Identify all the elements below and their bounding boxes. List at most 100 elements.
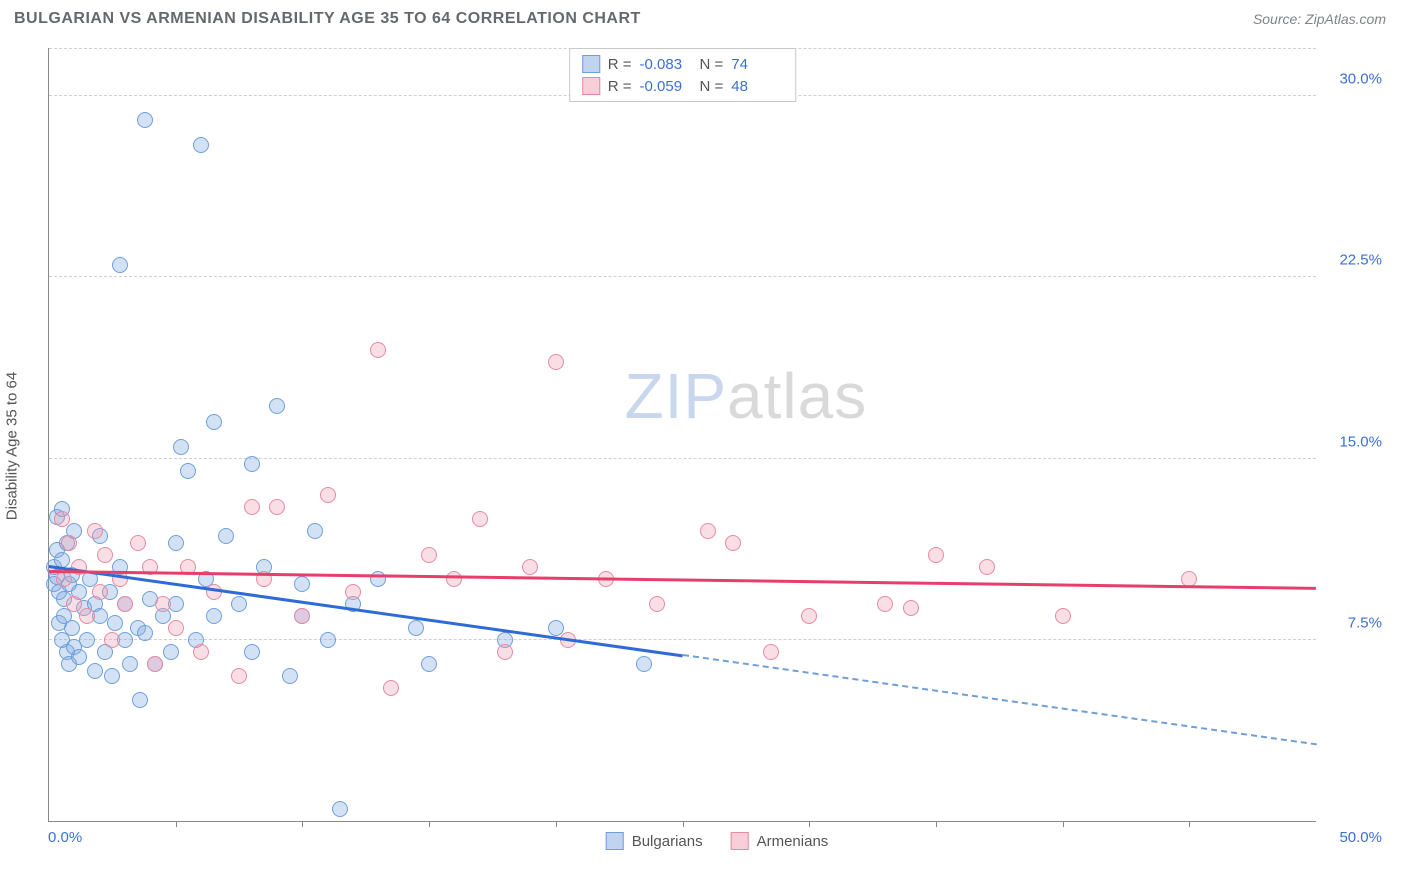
data-point [725, 535, 741, 551]
data-point [92, 584, 108, 600]
data-point [168, 620, 184, 636]
data-point [332, 801, 348, 817]
trend-line-extrapolated [682, 654, 1316, 745]
data-point [548, 354, 564, 370]
data-point [168, 535, 184, 551]
watermark-atlas: atlas [727, 360, 867, 432]
data-point [763, 644, 779, 660]
chart-container: ZIPatlas R = -0.083 N = 74 R = -0.059 N … [48, 48, 1386, 852]
x-tick [302, 821, 303, 827]
data-point [79, 608, 95, 624]
legend-item-armenians: Armenians [731, 832, 829, 850]
x-tick [429, 821, 430, 827]
legend-item-bulgarians: Bulgarians [606, 832, 703, 850]
plot-area: ZIPatlas R = -0.083 N = 74 R = -0.059 N … [48, 48, 1316, 822]
data-point [269, 398, 285, 414]
data-point [87, 663, 103, 679]
data-point [61, 535, 77, 551]
data-point [97, 547, 113, 563]
y-tick-label: 15.0% [1322, 433, 1382, 450]
data-point [979, 559, 995, 575]
data-point [180, 463, 196, 479]
data-point [155, 596, 171, 612]
data-point [71, 649, 87, 665]
data-point [700, 523, 716, 539]
data-point [877, 596, 893, 612]
data-point [56, 571, 72, 587]
source-attribution: Source: ZipAtlas.com [1253, 11, 1386, 27]
x-tick [556, 821, 557, 827]
data-point [928, 547, 944, 563]
data-point [147, 656, 163, 672]
legend-label: Bulgarians [632, 833, 703, 850]
data-point [79, 632, 95, 648]
data-point [320, 632, 336, 648]
stat-r-value-1: -0.059 [640, 78, 692, 95]
data-point [137, 112, 153, 128]
data-point [193, 644, 209, 660]
swatch-armenians [582, 77, 600, 95]
data-point [801, 608, 817, 624]
data-point [244, 644, 260, 660]
swatch-bulgarians [606, 832, 624, 850]
data-point [112, 257, 128, 273]
y-axis-label: Disability Age 35 to 64 [4, 372, 21, 520]
data-point [269, 499, 285, 515]
header: BULGARIAN VS ARMENIAN DISABILITY AGE 35 … [0, 0, 1406, 36]
data-point [370, 342, 386, 358]
data-point [548, 620, 564, 636]
data-point [231, 596, 247, 612]
stat-r-value-0: -0.083 [640, 56, 692, 73]
x-tick [1189, 821, 1190, 827]
legend-stats-box: R = -0.083 N = 74 R = -0.059 N = 48 [569, 48, 797, 102]
watermark: ZIPatlas [624, 359, 867, 433]
data-point [122, 656, 138, 672]
data-point [636, 656, 652, 672]
data-point [446, 571, 462, 587]
legend-stats-row: R = -0.083 N = 74 [582, 53, 784, 75]
swatch-bulgarians [582, 55, 600, 73]
data-point [408, 620, 424, 636]
data-point [64, 620, 80, 636]
chart-title: BULGARIAN VS ARMENIAN DISABILITY AGE 35 … [14, 10, 641, 28]
y-tick-label: 7.5% [1322, 614, 1382, 631]
stat-r-label: R = [608, 56, 632, 73]
x-tick [936, 821, 937, 827]
data-point [1055, 608, 1071, 624]
data-point [130, 535, 146, 551]
trend-line [49, 570, 1316, 589]
data-point [206, 414, 222, 430]
x-axis-max-label: 50.0% [1339, 829, 1382, 846]
y-tick-label: 22.5% [1322, 252, 1382, 269]
data-point [497, 644, 513, 660]
stat-n-label: N = [700, 56, 724, 73]
data-point [307, 523, 323, 539]
stat-n-value-0: 74 [731, 56, 783, 73]
gridline [49, 639, 1316, 640]
data-point [421, 547, 437, 563]
swatch-armenians [731, 832, 749, 850]
data-point [104, 632, 120, 648]
data-point [87, 523, 103, 539]
data-point [649, 596, 665, 612]
data-point [345, 584, 361, 600]
legend-label: Armenians [757, 833, 829, 850]
x-tick [683, 821, 684, 827]
stat-r-label: R = [608, 78, 632, 95]
gridline [49, 458, 1316, 459]
data-point [104, 668, 120, 684]
data-point [193, 137, 209, 153]
legend-series: Bulgarians Armenians [606, 832, 829, 850]
data-point [244, 499, 260, 515]
x-tick [176, 821, 177, 827]
data-point [54, 511, 70, 527]
data-point [522, 559, 538, 575]
data-point [294, 608, 310, 624]
data-point [163, 644, 179, 660]
stat-n-value-1: 48 [731, 78, 783, 95]
data-point [282, 668, 298, 684]
x-tick [1063, 821, 1064, 827]
data-point [117, 596, 133, 612]
data-point [231, 668, 247, 684]
x-tick [809, 821, 810, 827]
